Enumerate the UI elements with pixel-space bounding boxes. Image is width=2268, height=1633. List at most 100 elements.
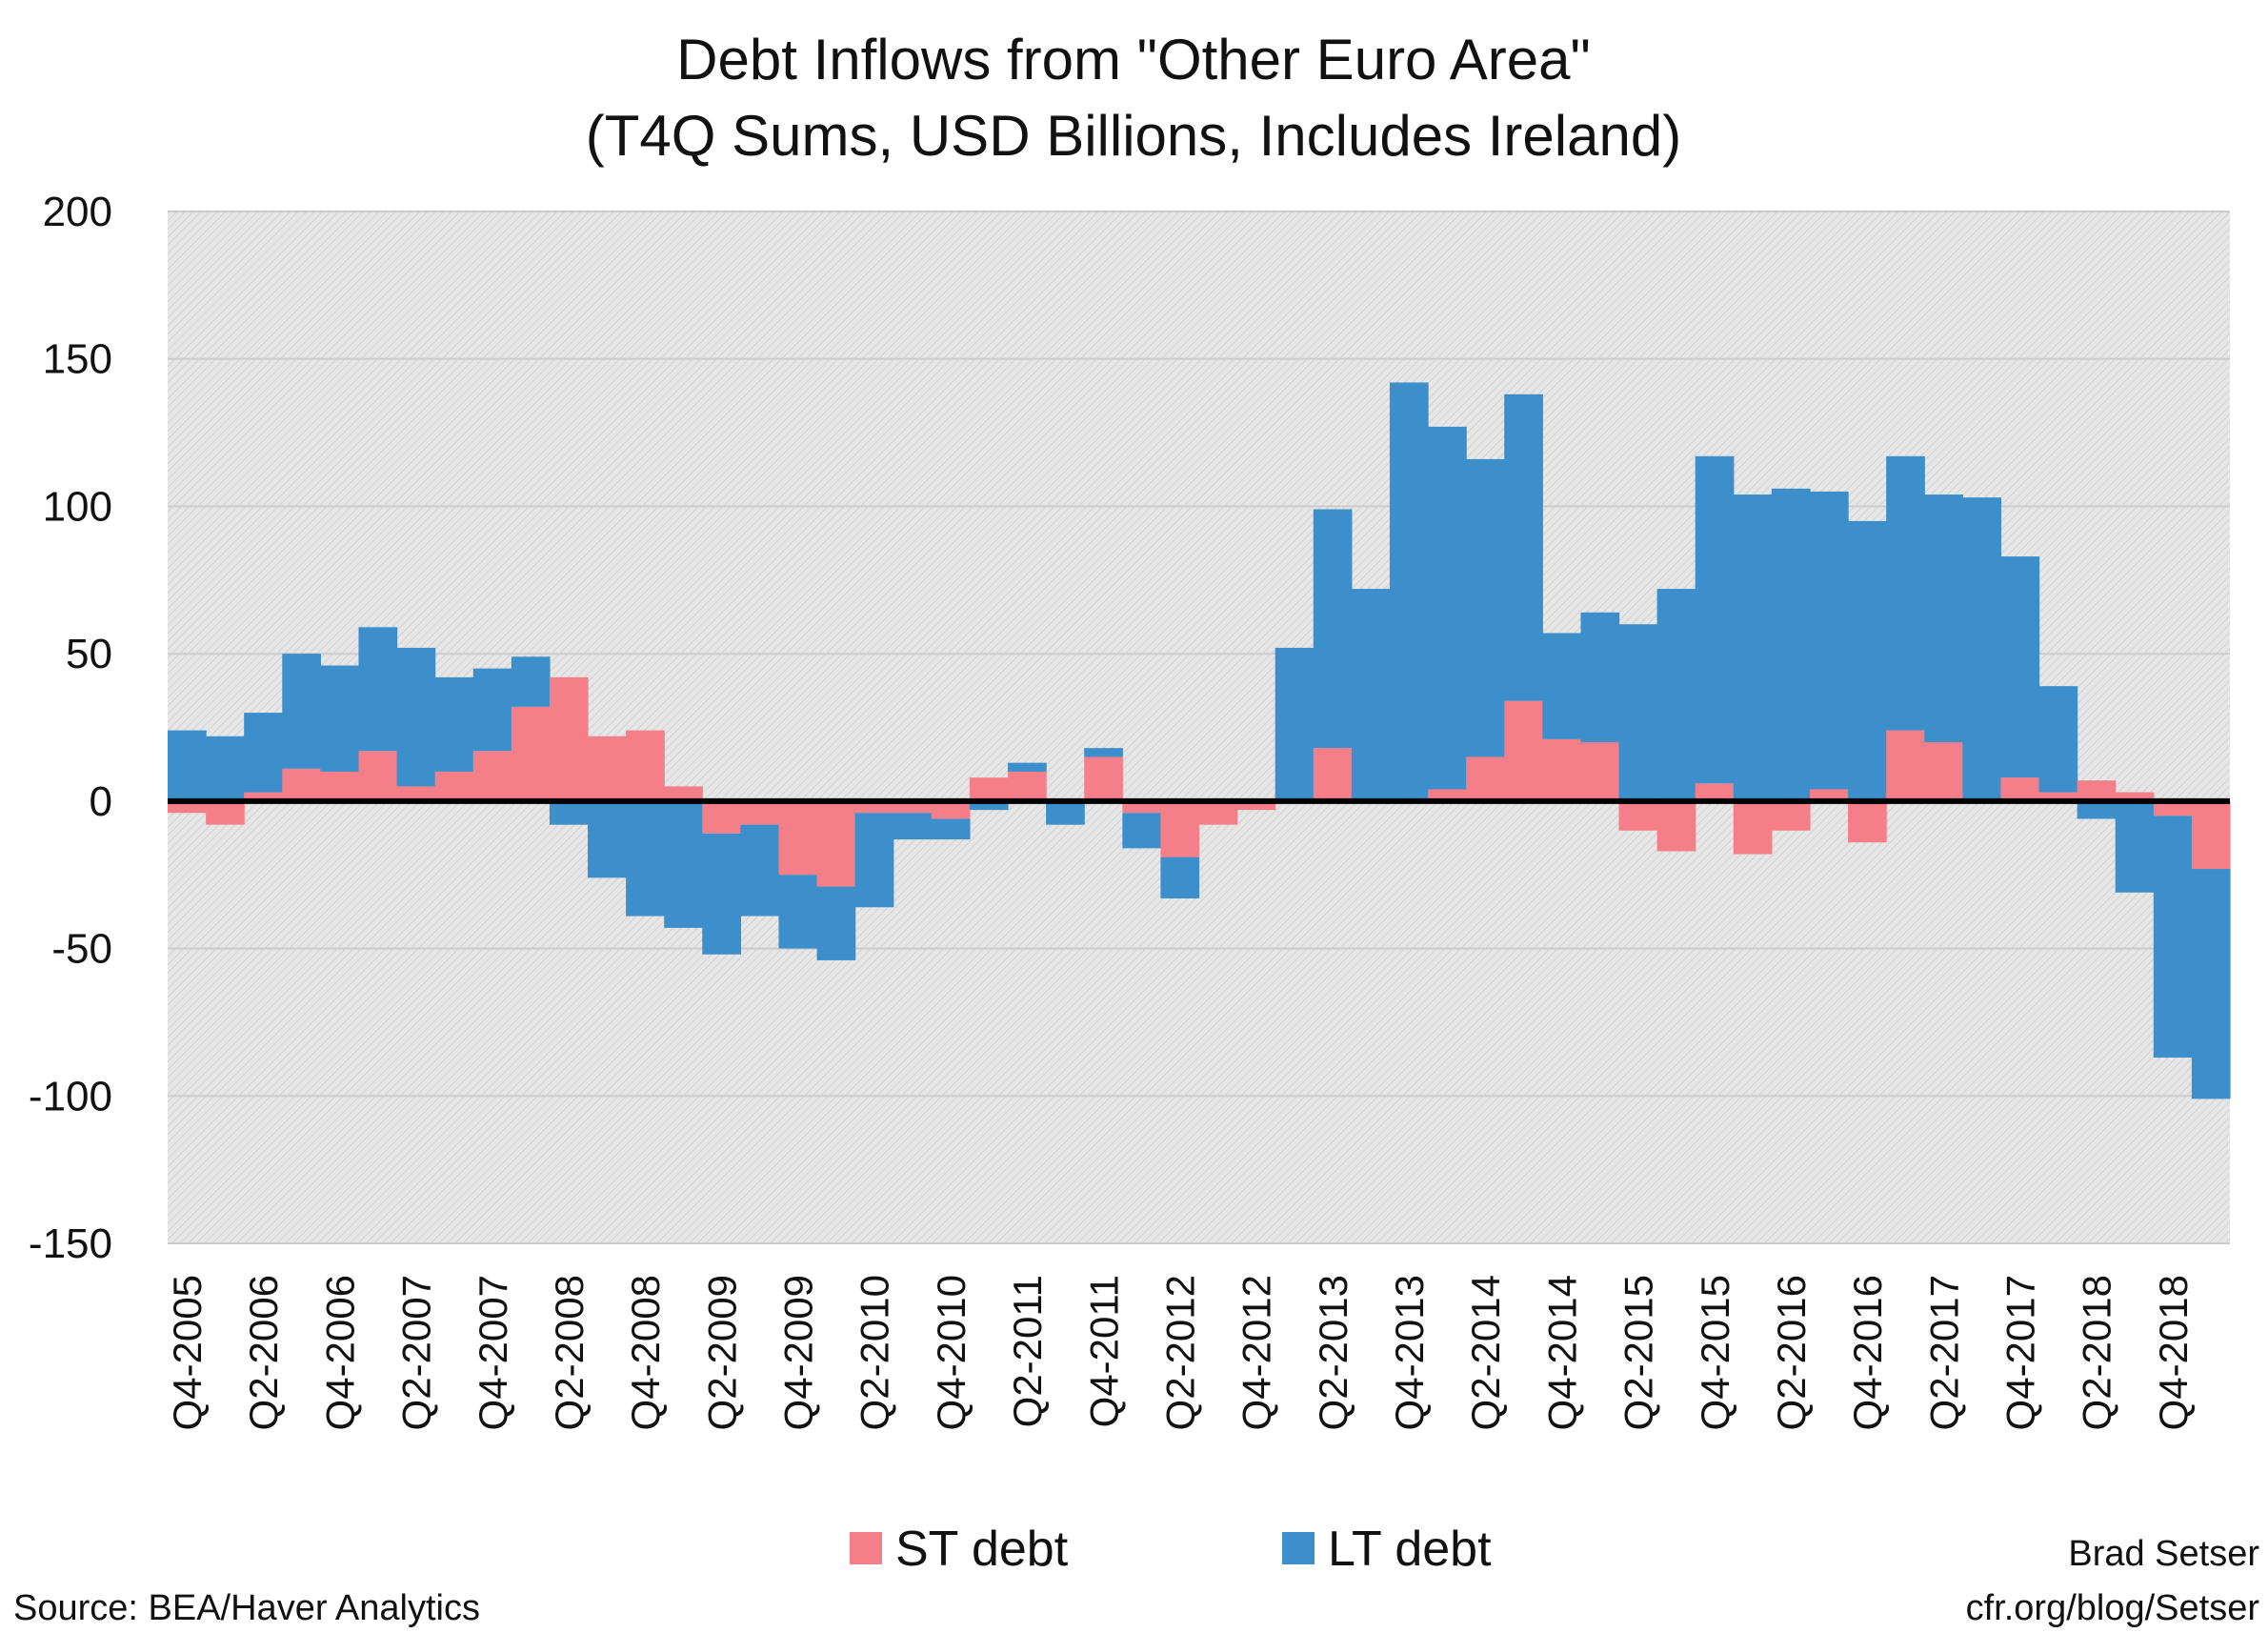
x-tick-label: Q4-2005 <box>165 1275 210 1430</box>
bar-lt-debt <box>1122 813 1162 849</box>
x-tick-label: Q2-2016 <box>1769 1275 1814 1430</box>
bar-lt-debt <box>893 813 933 840</box>
bar-lt-debt <box>434 676 474 772</box>
bar-lt-debt <box>816 886 856 960</box>
author-name: Brad Setser <box>2068 1534 2259 1574</box>
bar-st-debt <box>1236 800 1276 811</box>
bar-lt-debt <box>969 800 1009 811</box>
bar-st-debt <box>1771 800 1811 831</box>
bar-st-debt <box>2115 792 2155 801</box>
bar-st-debt <box>1542 738 1582 801</box>
bar-st-debt <box>1618 800 1658 831</box>
bar-st-debt <box>511 706 551 801</box>
bar-st-debt <box>549 676 589 801</box>
x-tick-label: Q4-2008 <box>623 1275 668 1430</box>
bar-lt-debt <box>1428 426 1467 790</box>
bar-lt-debt <box>472 668 512 752</box>
bar-lt-debt <box>626 800 665 917</box>
bar-lt-debt <box>168 730 207 801</box>
bar-st-debt <box>588 736 627 801</box>
x-tick-label: Q4-2012 <box>1234 1275 1279 1430</box>
bar-st-debt <box>1848 800 1887 843</box>
bar-st-debt <box>396 786 436 801</box>
legend-label-lt-debt: LT debt <box>1328 1522 1492 1577</box>
bar-lt-debt <box>282 654 321 769</box>
bar-st-debt <box>434 771 474 801</box>
source-note: Source: BEA/Haver Analytics <box>13 1588 480 1628</box>
bar-st-debt <box>1733 800 1773 855</box>
bar-lt-debt <box>854 813 894 908</box>
bar-lt-debt <box>358 627 398 752</box>
bar-lt-debt <box>206 736 245 801</box>
x-tick-label: Q4-2007 <box>471 1275 515 1430</box>
bar-lt-debt <box>2115 800 2155 893</box>
bar-lt-debt <box>740 824 780 917</box>
bar-lt-debt <box>511 656 551 707</box>
bar-lt-debt <box>1618 624 1658 801</box>
bar-lt-debt <box>2191 869 2231 1099</box>
bar-st-debt <box>854 800 894 814</box>
bar-lt-debt <box>1084 748 1123 757</box>
x-tick-label: Q2-2011 <box>1005 1275 1050 1427</box>
bar-st-debt <box>2191 800 2231 870</box>
bar-st-debt <box>1160 800 1200 857</box>
bar-st-debt <box>2153 800 2193 816</box>
bar-st-debt <box>244 792 283 801</box>
bar-st-debt <box>282 768 321 801</box>
bar-st-debt <box>320 771 360 801</box>
bar-lt-debt <box>2153 816 2193 1058</box>
bar-lt-debt <box>1466 458 1505 757</box>
bar-st-debt <box>358 751 398 801</box>
legend-label-st-debt: ST debt <box>895 1522 1069 1577</box>
x-tick-label: Q4-2011 <box>1081 1275 1126 1427</box>
bar-lt-debt <box>1886 455 1925 731</box>
y-tick-label: 200 <box>43 189 112 235</box>
bar-st-debt <box>931 800 971 819</box>
bar-st-debt <box>740 800 780 825</box>
bar-st-debt <box>664 786 703 801</box>
x-tick-label: Q4-2013 <box>1387 1275 1432 1430</box>
bar-st-debt <box>1198 800 1238 825</box>
bar-lt-debt <box>2038 686 2078 793</box>
bar-lt-debt <box>702 833 741 955</box>
x-tick-label: Q2-2014 <box>1463 1275 1508 1430</box>
y-tick-label: 100 <box>43 483 112 530</box>
x-tick-label: Q4-2015 <box>1693 1275 1737 1430</box>
bar-st-debt <box>1466 756 1505 801</box>
bar-st-debt <box>2000 777 2040 801</box>
bar-st-debt <box>1886 730 1925 801</box>
bar-st-debt <box>778 800 818 876</box>
y-axis: 200 150 100 50 0 -50 -100 -150 <box>29 189 112 1267</box>
bar-lt-debt <box>1351 589 1391 801</box>
bar-lt-debt <box>1733 494 1773 801</box>
x-tick-label: Q2-2013 <box>1311 1275 1355 1430</box>
bar-st-debt <box>1580 741 1620 801</box>
bar-lt-debt <box>2077 800 2117 819</box>
x-tick-label: Q4-2017 <box>1997 1275 2042 1430</box>
x-tick-label: Q2-2008 <box>547 1275 592 1430</box>
y-tick-label: -100 <box>29 1073 112 1119</box>
bar-lt-debt <box>244 713 283 793</box>
bar-lt-debt <box>320 665 360 772</box>
bar-lt-debt <box>1580 612 1620 742</box>
bar-st-debt <box>2038 792 2078 801</box>
y-tick-label: 50 <box>66 631 112 677</box>
x-tick-label: Q2-2012 <box>1157 1275 1202 1430</box>
bar-st-debt <box>472 751 512 801</box>
author-url: cfr.org/blog/Setser <box>1966 1588 2260 1628</box>
bar-lt-debt <box>931 818 971 840</box>
grid-lines <box>168 211 2230 1244</box>
bar-lt-debt <box>2000 556 2040 778</box>
x-tick-label: Q4-2009 <box>776 1275 821 1430</box>
x-tick-label: Q4-2010 <box>929 1275 973 1430</box>
bar-st-debt <box>206 800 245 825</box>
bar-st-debt <box>1504 700 1543 801</box>
x-tick-label: Q2-2007 <box>394 1275 439 1430</box>
legend-swatch-lt-debt <box>1282 1532 1315 1564</box>
bar-lt-debt <box>778 875 818 949</box>
bar-lt-debt <box>1046 800 1085 825</box>
chart-subtitle: (T4Q Sums, USD Billions, Includes Irelan… <box>586 104 1681 168</box>
bar-st-debt <box>1084 756 1123 801</box>
x-axis: Q4-2005 Q2-2006 Q4-2006 Q2-2007 Q4-2007 Q2-20… <box>165 1275 2196 1430</box>
bar-st-debt <box>702 800 741 834</box>
